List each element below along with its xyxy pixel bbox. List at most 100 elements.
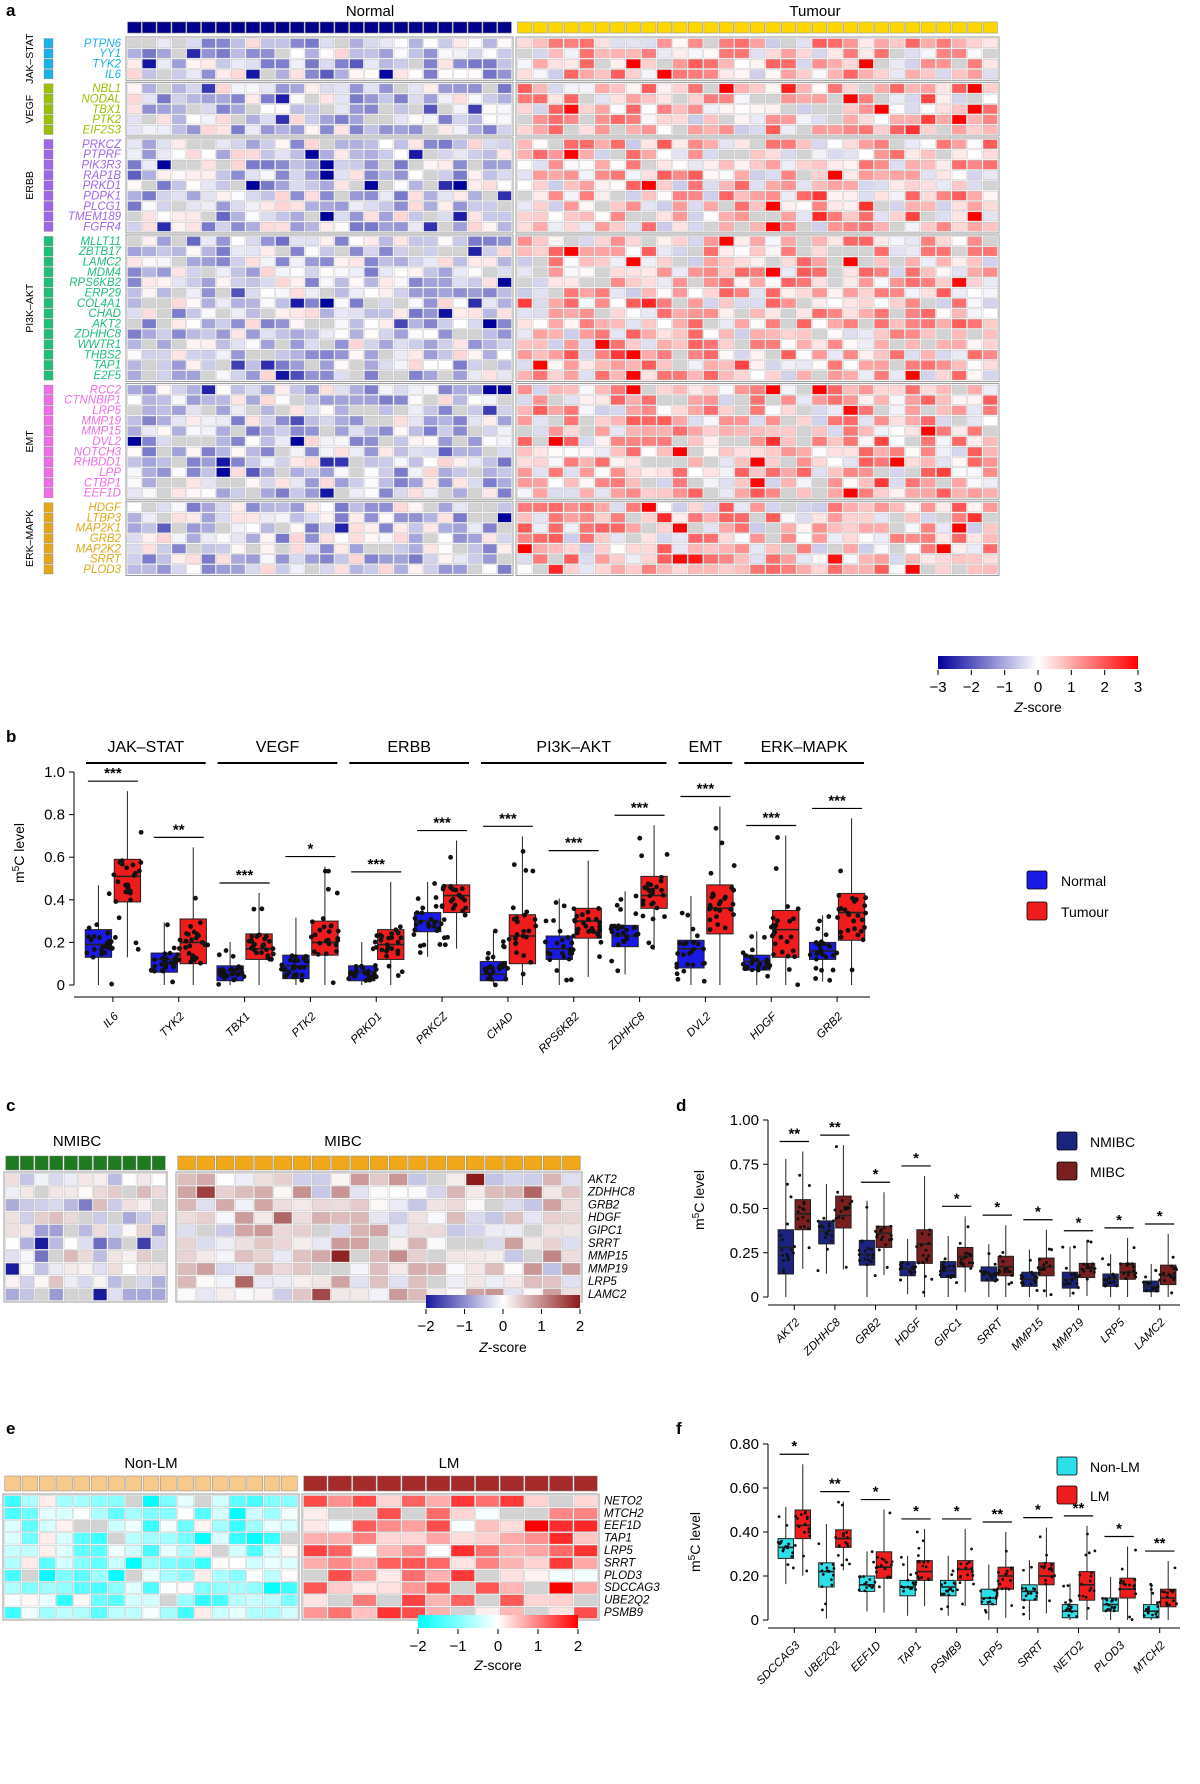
b-point bbox=[511, 862, 517, 868]
e-left-sample-bar bbox=[263, 1475, 281, 1492]
d-point bbox=[874, 1229, 878, 1233]
heatmap-cell bbox=[905, 360, 921, 370]
heatmap-cell bbox=[4, 1557, 21, 1569]
heatmap-cell bbox=[231, 554, 246, 564]
heatmap-cell bbox=[305, 554, 320, 564]
gene-label: TAP1 bbox=[93, 360, 121, 372]
heatmap-cell bbox=[874, 329, 889, 339]
heatmap-cell bbox=[438, 211, 453, 222]
heatmap-cell bbox=[750, 125, 765, 135]
heatmap-cell bbox=[781, 370, 796, 381]
b-point bbox=[136, 868, 142, 874]
heatmap-cell bbox=[750, 222, 765, 232]
heatmap-cell bbox=[90, 1520, 108, 1532]
heatmap-cell bbox=[319, 467, 334, 478]
heatmap-cell bbox=[688, 139, 703, 149]
heatmap-cell bbox=[827, 329, 843, 339]
heatmap-cell bbox=[401, 1495, 426, 1507]
heatmap-cell bbox=[5, 1224, 20, 1237]
heatmap-cell bbox=[157, 349, 172, 360]
heatmap-cell bbox=[201, 370, 216, 381]
heatmap-cell bbox=[482, 395, 497, 405]
heatmap-cell bbox=[171, 222, 186, 232]
b-point bbox=[514, 919, 520, 925]
heatmap-cell bbox=[594, 170, 610, 180]
heatmap-cell bbox=[858, 457, 874, 467]
heatmap-cell bbox=[171, 104, 186, 114]
heatmap-cell bbox=[275, 370, 290, 381]
heatmap-cell bbox=[196, 1275, 216, 1288]
heatmap-cell bbox=[719, 405, 734, 416]
heatmap-cell bbox=[93, 1250, 108, 1263]
heatmap-cell bbox=[688, 467, 703, 478]
heatmap-cell bbox=[38, 1544, 56, 1557]
b-point bbox=[259, 906, 265, 912]
heatmap-cell bbox=[408, 554, 423, 564]
b-point bbox=[620, 924, 626, 930]
b-point bbox=[700, 961, 706, 967]
heatmap-cell bbox=[781, 554, 796, 564]
heatmap-cell bbox=[352, 1594, 377, 1607]
heatmap-cell bbox=[796, 160, 812, 170]
heatmap-cell bbox=[305, 48, 320, 59]
pathway-color-cell bbox=[43, 114, 54, 125]
heatmap-cell bbox=[349, 104, 364, 114]
heatmap-cell bbox=[312, 1173, 331, 1186]
b-point bbox=[708, 870, 714, 876]
heatmap-cell bbox=[201, 339, 216, 350]
heatmap-cell bbox=[216, 318, 231, 329]
b-point bbox=[399, 969, 405, 975]
heatmap-cell bbox=[305, 83, 320, 94]
heatmap-cell bbox=[626, 523, 641, 533]
d-point bbox=[807, 1246, 811, 1250]
heatmap-cell bbox=[517, 191, 533, 201]
b-point bbox=[728, 906, 734, 912]
b-point bbox=[761, 965, 767, 971]
heatmap-cell bbox=[688, 38, 703, 48]
heatmap-cell bbox=[467, 104, 482, 114]
heatmap-cell bbox=[579, 94, 595, 104]
b-point bbox=[159, 961, 164, 967]
heatmap-cell bbox=[497, 329, 512, 339]
heatmap-cell bbox=[186, 180, 201, 191]
d-point bbox=[917, 1261, 921, 1265]
c-left-sample-bar bbox=[34, 1155, 49, 1171]
b-point bbox=[858, 928, 864, 934]
heatmap-cell bbox=[305, 467, 320, 478]
b-point bbox=[265, 953, 271, 959]
d-point bbox=[1042, 1289, 1046, 1293]
tumour-sample-bar bbox=[812, 21, 828, 34]
d-point bbox=[816, 1269, 820, 1273]
heatmap-cell bbox=[548, 370, 564, 381]
heatmap-cell bbox=[610, 149, 626, 160]
heatmap-cell bbox=[672, 149, 688, 160]
heatmap-cell bbox=[93, 1262, 108, 1275]
heatmap-cell bbox=[290, 543, 305, 554]
heatmap-cell bbox=[719, 512, 734, 523]
heatmap-cell bbox=[229, 1507, 246, 1520]
heatmap-cell bbox=[719, 446, 734, 457]
heatmap-cell bbox=[548, 222, 564, 232]
heatmap-cell bbox=[734, 533, 750, 544]
heatmap-cell bbox=[905, 564, 921, 575]
heatmap-cell bbox=[364, 554, 379, 564]
heatmap-cell bbox=[379, 339, 394, 350]
heatmap-cell bbox=[157, 543, 172, 554]
heatmap-cell bbox=[936, 405, 952, 416]
heatmap-cell bbox=[408, 467, 423, 478]
heatmap-cell bbox=[38, 1507, 56, 1520]
b-point bbox=[493, 982, 498, 988]
heatmap-cell bbox=[874, 564, 889, 575]
heatmap-cell bbox=[78, 1173, 93, 1186]
heatmap-cell bbox=[393, 170, 408, 180]
heatmap-cell bbox=[765, 211, 781, 222]
heatmap-cell bbox=[827, 502, 843, 513]
heatmap-cell bbox=[626, 488, 641, 498]
heatmap-cell bbox=[497, 114, 512, 125]
heatmap-cell bbox=[426, 1520, 451, 1532]
heatmap-cell bbox=[171, 267, 186, 277]
heatmap-cell bbox=[781, 170, 796, 180]
heatmap-cell bbox=[475, 1569, 500, 1582]
b-point bbox=[813, 965, 819, 971]
heatmap-cell bbox=[260, 308, 275, 319]
